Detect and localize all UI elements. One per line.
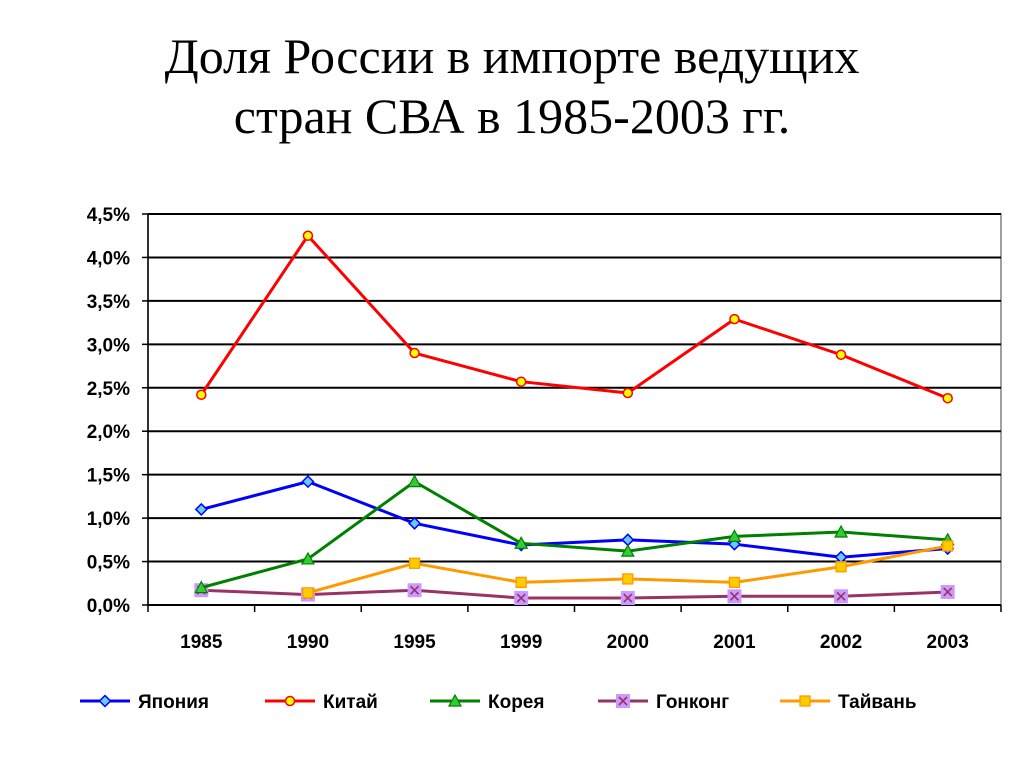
data-point — [834, 589, 849, 604]
data-point — [727, 589, 742, 604]
data-point — [301, 475, 315, 489]
y-tick-label: 2,0% — [87, 422, 130, 443]
data-point — [194, 502, 208, 516]
legend-label: Гонконг — [656, 692, 729, 713]
data-point — [407, 474, 422, 488]
data-point — [942, 540, 954, 552]
x-tick-label: 1995 — [393, 632, 436, 653]
data-point — [727, 529, 742, 542]
legend-label: Китай — [323, 692, 378, 713]
legend-item: Гонконг — [598, 692, 729, 713]
series-line — [200, 480, 948, 590]
data-point — [300, 551, 315, 565]
data-point — [835, 561, 847, 573]
legend-label: Тайвань — [838, 692, 917, 713]
y-tick-label: 4,0% — [87, 248, 130, 269]
data-point — [515, 376, 527, 387]
data-point — [302, 587, 314, 599]
legend-item: Япония — [80, 692, 209, 713]
data-point — [622, 573, 634, 585]
series-2 — [194, 474, 955, 594]
data-point — [622, 387, 634, 399]
x-tick-label: 1985 — [180, 632, 223, 653]
slide-title: Доля России в импорте ведущих стран СВА … — [0, 26, 1024, 146]
data-point — [408, 516, 422, 530]
series-4 — [302, 540, 954, 599]
legend-label: Корея — [488, 692, 544, 713]
data-point — [194, 580, 209, 594]
data-point — [514, 591, 529, 606]
slide-title-line-2: стран СВА в 1985-2003 гг. — [233, 88, 791, 144]
series-1 — [196, 230, 953, 404]
data-point — [835, 349, 847, 361]
x-tick-label: 2001 — [713, 632, 756, 653]
data-point — [728, 576, 741, 589]
data-point — [514, 536, 529, 549]
data-point — [515, 576, 527, 589]
data-point — [408, 557, 421, 569]
y-tick-label: 2,5% — [87, 379, 130, 400]
data-point — [409, 347, 420, 359]
slide-title-line-1: Доля России в импорте ведущих — [164, 28, 860, 84]
legend-marker — [447, 693, 463, 707]
x-tick-label: 2000 — [607, 632, 649, 653]
y-tick-label: 4,5% — [87, 205, 130, 226]
data-point — [834, 524, 849, 538]
data-point — [620, 591, 635, 606]
data-point — [196, 389, 207, 400]
data-point — [621, 533, 635, 547]
x-tick-label: 2003 — [927, 632, 969, 653]
y-tick-label: 3,0% — [87, 335, 130, 356]
x-tick-label: 1990 — [287, 632, 329, 653]
legend-marker — [616, 694, 630, 708]
y-tick-label: 1,5% — [87, 466, 130, 487]
legend-marker — [98, 694, 112, 708]
data-point — [620, 543, 635, 557]
legend-item: Корея — [430, 692, 544, 713]
legend-marker — [799, 695, 811, 707]
series-line — [201, 588, 948, 600]
data-point — [729, 313, 740, 325]
series-line — [200, 480, 948, 559]
data-point — [940, 584, 955, 599]
x-tick-label: 1999 — [500, 632, 542, 653]
series-line — [200, 234, 949, 400]
legend-label: Япония — [138, 692, 209, 713]
y-tick-label: 3,5% — [87, 292, 130, 313]
y-tick-label: 0,5% — [87, 553, 130, 574]
legend-item: Тайвань — [780, 692, 917, 713]
x-tick-label: 2002 — [820, 632, 862, 653]
y-tick-label: 1,0% — [87, 509, 130, 530]
data-point — [407, 583, 422, 598]
legend-item: Китай — [265, 692, 378, 713]
data-point — [302, 230, 314, 241]
y-tick-label: 0,0% — [87, 596, 130, 617]
data-point — [942, 392, 953, 404]
series-0 — [194, 475, 955, 564]
legend-marker — [284, 695, 296, 707]
